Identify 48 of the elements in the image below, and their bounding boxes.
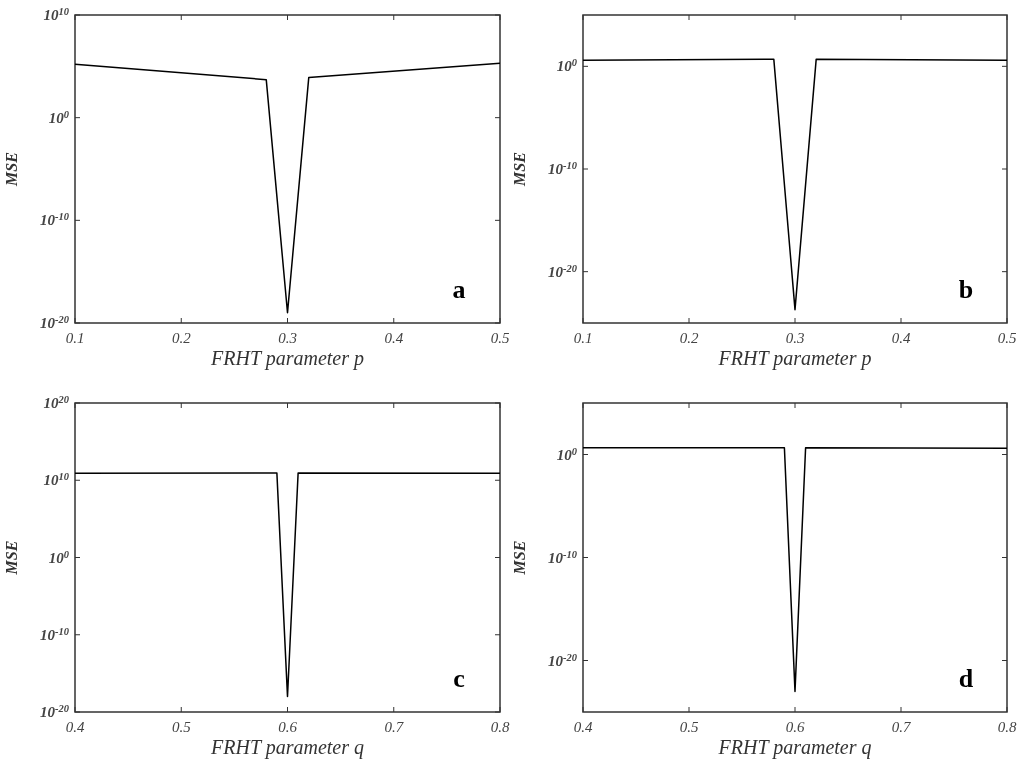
x-axis-title: FRHT parameter q	[210, 736, 364, 759]
x-tick-label: 0.4	[891, 330, 911, 346]
annotation: a	[452, 275, 466, 304]
y-tick-label: 10$^{-10}$	[548, 548, 578, 566]
y-tick-label: 10$^{-10}$	[40, 210, 70, 229]
x-tick-label: 0.5	[171, 719, 192, 735]
x-axis-title: FRHT parameter p	[717, 347, 872, 370]
x-tick-label: 0.3	[785, 330, 805, 346]
y-tick-label: 10$^{-20}$	[548, 262, 578, 280]
y-tick-label: 10$^{-20}$	[40, 313, 70, 331]
x-tick-label: 0.1	[65, 330, 85, 346]
annotation: b	[958, 275, 974, 304]
y-axis-title: MSE	[3, 540, 20, 576]
x-axis-title: FRHT parameter q	[717, 736, 872, 759]
x-tick-label: 0.3	[278, 330, 297, 346]
y-tick-label: 10$^{20}$	[43, 393, 70, 411]
y-tick-label: 10$^{0}$	[48, 548, 70, 566]
y-axis-title: MSE	[511, 540, 528, 576]
x-tick-label: 0.1	[573, 330, 593, 346]
y-tick-label: 10$^{10}$	[43, 470, 70, 489]
x-tick-label: 0.2	[679, 330, 699, 346]
x-tick-label: 0.2	[171, 330, 192, 346]
x-tick-label: 0.8	[997, 719, 1017, 735]
annotation: c	[453, 664, 465, 693]
annotation: d	[958, 664, 974, 693]
y-axis-title: MSE	[511, 152, 528, 187]
y-tick-label: 10$^{10}$	[43, 5, 70, 23]
x-tick-label: 0.8	[490, 719, 510, 735]
x-tick-label: 0.4	[384, 330, 404, 346]
y-tick-label: 10$^{-10}$	[40, 625, 70, 643]
y-tick-label: 10$^{0}$	[556, 56, 578, 75]
y-tick-label: 10$^{-10}$	[548, 159, 578, 177]
x-tick-label: 0.7	[384, 719, 405, 735]
x-tick-label: 0.6	[785, 719, 805, 735]
line-series	[74, 62, 501, 314]
y-axis-title: MSE	[3, 152, 20, 187]
y-tick-label: 10$^{-20}$	[40, 702, 70, 720]
x-tick-label: 0.4	[573, 719, 593, 735]
x-tick-label: 0.5	[997, 330, 1017, 346]
x-tick-label: 0.5	[679, 719, 699, 735]
x-tick-label: 0.5	[490, 330, 510, 346]
y-tick-label: 10$^{0}$	[48, 108, 70, 126]
y-tick-label: 10$^{0}$	[556, 445, 578, 463]
x-tick-label: 0.6	[278, 719, 298, 735]
y-tick-label: 10$^{-20}$	[548, 651, 578, 669]
x-axis-title: FRHT parameter p	[210, 347, 364, 370]
x-tick-label: 0.7	[891, 719, 912, 735]
x-tick-label: 0.4	[65, 719, 85, 735]
